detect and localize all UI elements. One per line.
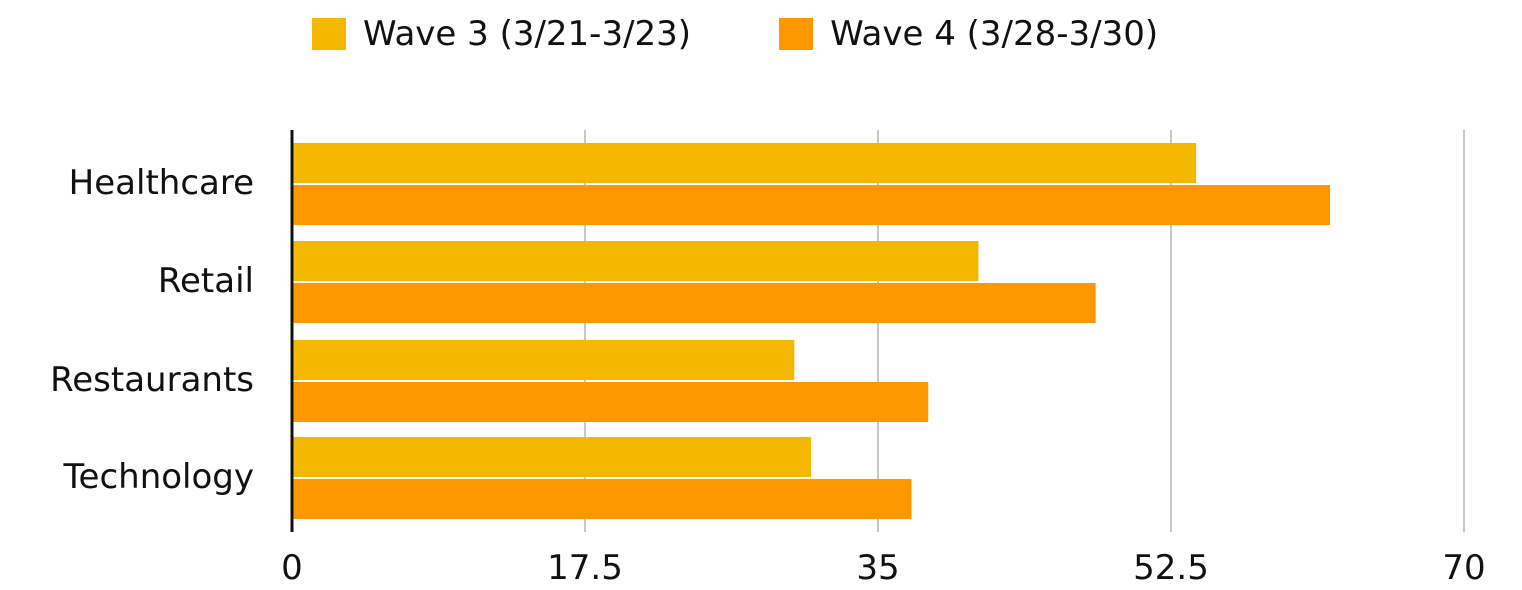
legend-label-wave3: Wave 3 (3/21-3/23) (363, 14, 692, 54)
category-label-technology: Technology (63, 457, 254, 497)
x-tick-label-17-5: 17.5 (547, 548, 623, 588)
legend-swatch-wave3 (312, 18, 346, 50)
bar-restaurants-wave4 (292, 382, 929, 422)
legend: Wave 3 (3/21-3/23) Wave 4 (3/28-3/30) (312, 14, 1246, 54)
legend-item-wave3: Wave 3 (3/21-3/23) (312, 14, 691, 54)
category-label-restaurants: Restaurants (50, 360, 254, 400)
bar-technology-wave4 (292, 479, 912, 519)
x-tick-label-0: 0 (281, 548, 303, 588)
legend-swatch-wave4 (779, 18, 814, 50)
category-label-retail: Retail (157, 261, 254, 301)
bar-restaurants-wave3 (292, 340, 795, 380)
legend-item-wave4: Wave 4 (3/28-3/30) (779, 14, 1158, 54)
x-tick-label-35: 35 (856, 548, 900, 588)
bar-retail-wave3 (292, 241, 979, 281)
category-label-healthcare: Healthcare (68, 163, 254, 203)
bar-retail-wave4 (292, 283, 1096, 323)
bars (292, 143, 1331, 519)
x-tick-label-70: 70 (1442, 548, 1486, 588)
x-tick-label-52-5: 52.5 (1133, 548, 1209, 588)
legend-label-wave4: Wave 4 (3/28-3/30) (830, 14, 1159, 54)
bar-healthcare-wave4 (292, 185, 1331, 225)
bar-healthcare-wave3 (292, 143, 1197, 183)
bar-technology-wave3 (292, 437, 812, 477)
